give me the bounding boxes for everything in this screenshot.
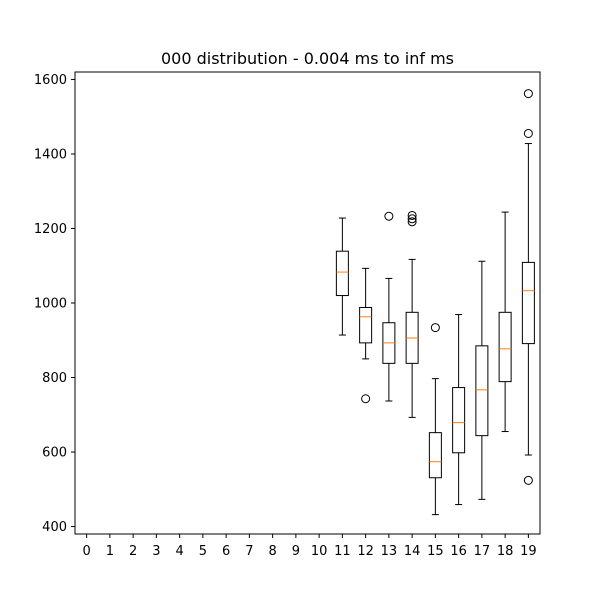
x-tick-label-18: 18 bbox=[497, 544, 514, 559]
box-15 bbox=[428, 432, 442, 479]
box-group-14 bbox=[405, 210, 419, 418]
chart-title: 000 distribution - 0.004 ms to inf ms bbox=[161, 49, 454, 68]
box-group-12 bbox=[359, 267, 373, 404]
x-tick-label-11: 11 bbox=[334, 544, 351, 559]
y-tick-label-400: 400 bbox=[42, 520, 67, 535]
box-19 bbox=[521, 261, 535, 345]
y-tick-label-1400: 1400 bbox=[34, 147, 67, 162]
outlier-19-2 bbox=[523, 475, 533, 485]
x-tick-label-1: 1 bbox=[106, 544, 114, 559]
box-18 bbox=[498, 311, 512, 383]
box-group-17 bbox=[475, 260, 489, 500]
box-group-15 bbox=[428, 323, 442, 516]
x-tick-label-5: 5 bbox=[199, 544, 207, 559]
x-tick-label-15: 15 bbox=[427, 544, 444, 559]
x-tick-label-17: 17 bbox=[474, 544, 491, 559]
x-tick-label-13: 13 bbox=[381, 544, 398, 559]
outlier-13-0 bbox=[384, 211, 394, 221]
y-tick-label-1600: 1600 bbox=[34, 73, 67, 88]
x-tick-label-12: 12 bbox=[357, 544, 374, 559]
outlier-19-0 bbox=[523, 89, 533, 99]
x-axis: 0 1 2 3 4 5 6 7 8 9 10 11 12 13 14 15 16 17 18 19 bbox=[82, 534, 537, 559]
outlier-14-0 bbox=[407, 210, 417, 220]
outlier-12-0 bbox=[361, 394, 371, 404]
y-tick-label-1000: 1000 bbox=[34, 297, 67, 312]
x-tick-label-7: 7 bbox=[245, 544, 253, 559]
x-tick-label-2: 2 bbox=[129, 544, 137, 559]
outlier-15-0 bbox=[430, 323, 440, 333]
x-tick-label-0: 0 bbox=[82, 544, 90, 559]
y-tick-label-1200: 1200 bbox=[34, 222, 67, 237]
outlier-14-2 bbox=[407, 217, 417, 227]
box-12 bbox=[359, 306, 373, 344]
x-tick-label-19: 19 bbox=[520, 544, 537, 559]
plot-frame bbox=[74, 71, 541, 535]
y-tick-label-800: 800 bbox=[42, 371, 67, 386]
y-axis: 400 600 800 1000 1200 1400 1600 bbox=[34, 73, 75, 535]
box-group-18 bbox=[498, 211, 512, 433]
x-tick-label-8: 8 bbox=[268, 544, 276, 559]
box-group-16 bbox=[452, 314, 466, 506]
x-tick-label-16: 16 bbox=[450, 544, 467, 559]
box-11 bbox=[335, 250, 349, 297]
x-tick-label-9: 9 bbox=[292, 544, 300, 559]
box-group-11 bbox=[335, 217, 349, 336]
x-tick-label-6: 6 bbox=[222, 544, 230, 559]
box-group-13 bbox=[382, 211, 396, 402]
box-group-19 bbox=[521, 89, 535, 485]
x-tick-label-10: 10 bbox=[311, 544, 328, 559]
outlier-14-1 bbox=[407, 214, 417, 224]
plot-area bbox=[335, 89, 535, 516]
box-16 bbox=[452, 387, 466, 454]
y-tick-label-600: 600 bbox=[42, 446, 67, 461]
x-tick-label-3: 3 bbox=[152, 544, 160, 559]
x-tick-label-4: 4 bbox=[175, 544, 183, 559]
outlier-19-1 bbox=[523, 128, 533, 138]
x-tick-label-14: 14 bbox=[404, 544, 421, 559]
box-17 bbox=[475, 345, 489, 437]
